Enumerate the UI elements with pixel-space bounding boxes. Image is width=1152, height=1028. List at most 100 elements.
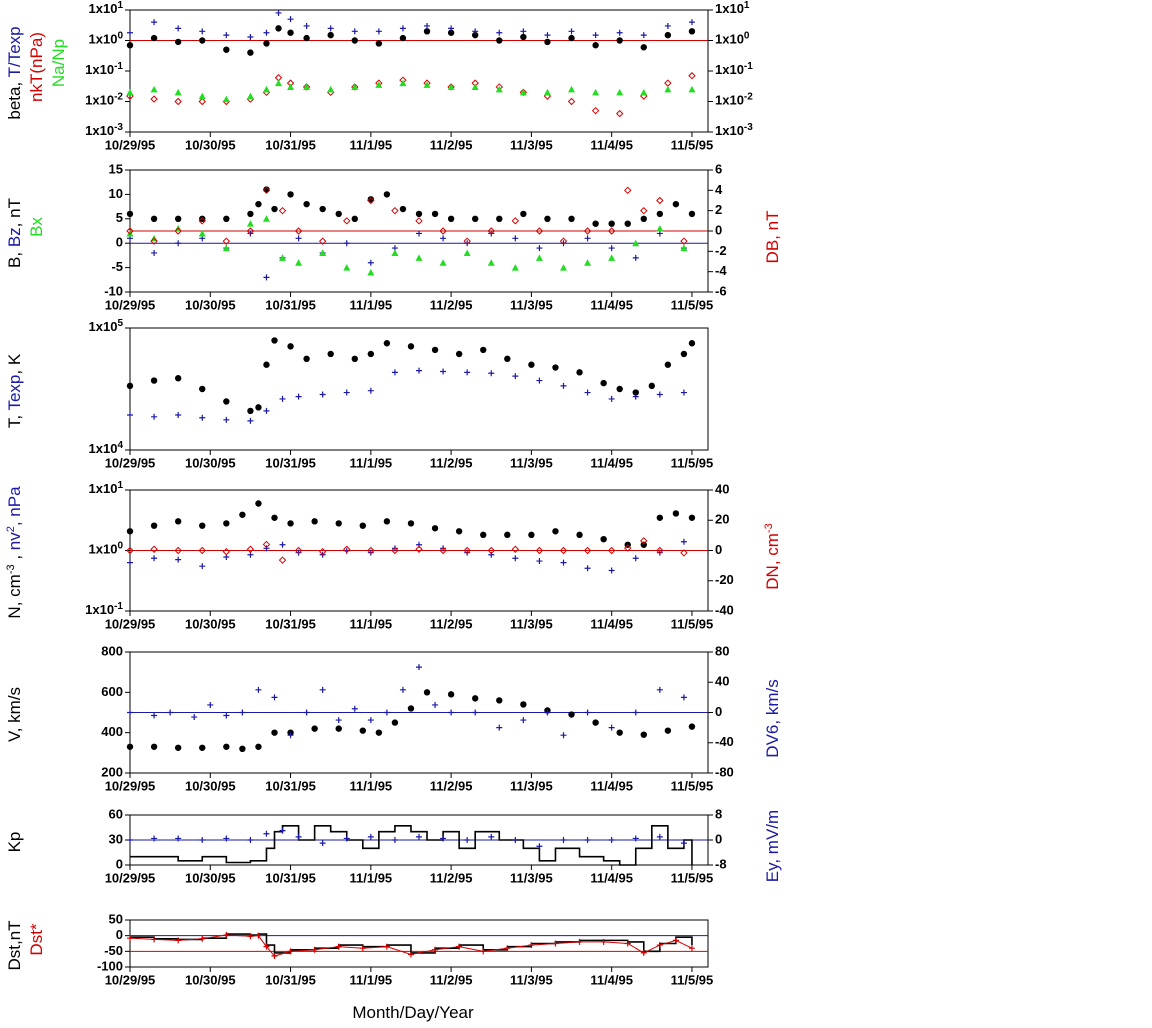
panel-dst-point-Dst* — [255, 932, 262, 939]
panel-velocity-ytick-label: 400 — [101, 724, 123, 739]
panel-temperature-point-T — [664, 361, 672, 368]
panel-kp-ey-point-Ey — [263, 830, 270, 837]
panel-temperature-point-T — [383, 340, 391, 347]
panel-kp-ey-point-Ey — [391, 837, 398, 843]
panel-density-point-DN — [415, 545, 423, 553]
panel-density-point-N — [287, 520, 294, 527]
panel-velocity-point-DV6 — [560, 732, 567, 739]
panel-density-point-DN — [680, 549, 688, 557]
panel-beta-ratios-ytick-label: 1x10-1 — [85, 61, 123, 78]
panel-density-ytick-right-label: 0 — [715, 542, 722, 557]
panel-magnetic-field-point-DB — [439, 227, 447, 235]
panel-temperature-point-T — [632, 389, 639, 396]
panel-beta-ratios-point-beta — [199, 37, 206, 44]
panel-magnetic-field-point-Bx — [656, 225, 664, 232]
panel-magnetic-field-ytick-label: 10 — [109, 186, 123, 201]
panel-velocity-point-DV6 — [319, 686, 326, 693]
panel-magnetic-field-point-Bx — [632, 239, 640, 247]
panel-magnetic-field-point-DB — [318, 237, 327, 245]
panel-magnetic-field-point-DB — [463, 237, 471, 245]
panel-beta-ratios-point-beta — [423, 28, 431, 35]
panel-magnetic-field-point-Bx — [535, 254, 543, 261]
panel-magnetic-field-point-DB — [343, 217, 351, 225]
panel-velocity-ylabel-right-part: DV6, km/s — [763, 679, 782, 757]
panel-beta-ratios-point-nkT — [174, 97, 182, 106]
panel-velocity-point-DV6 — [680, 694, 687, 701]
panel-velocity-point-DV6 — [303, 709, 310, 716]
panel-velocity-point-V — [520, 701, 527, 708]
panel-magnetic-field-point-B — [431, 210, 439, 218]
panel-magnetic-field-ytick-label: 0 — [116, 235, 123, 250]
panel-magnetic-field-point-Bz — [440, 235, 447, 242]
panel-beta-ratios-point-beta — [327, 31, 334, 39]
panel-beta-ratios-point-T/Texp — [199, 28, 206, 35]
panel-beta-ratios-point-nkT — [615, 109, 624, 118]
panel-velocity-ytick-right-label: -40 — [715, 734, 734, 749]
panel-temperature-point-T — [247, 407, 254, 415]
panel-magnetic-field-ytick-label: -10 — [104, 283, 123, 298]
panel-magnetic-field-point-Bz — [367, 259, 374, 266]
panel-kp-ey-point-Ey — [247, 837, 254, 843]
panel-velocity-ylabel-right: DV6, km/s — [763, 679, 782, 757]
panel-temperature-point-Texp — [512, 373, 519, 380]
panel-magnetic-field-xtick-label: 11/1/95 — [350, 297, 393, 312]
panel-temperature-ylabel-part: , K — [5, 353, 24, 374]
panel-density-point-N — [126, 528, 134, 535]
panel-magnetic-field-point-B — [255, 200, 262, 208]
panel-magnetic-field-point-DB — [624, 186, 632, 195]
panel-dst-ylabel-2-part: Dst* — [27, 923, 46, 956]
panel-kp-ey-point-Ey — [464, 837, 471, 843]
panel-velocity-point-V — [271, 729, 278, 736]
panel-beta-ratios-ytick-right-label: 1x10-1 — [715, 61, 753, 78]
panel-beta-ratios-xtick-label: 11/5/95 — [671, 137, 714, 152]
panel-temperature-point-Texp — [367, 387, 374, 394]
panel-beta-ratios-point-T/Texp — [640, 32, 647, 39]
panel-density-point-DN — [198, 546, 206, 555]
panel-kp-ey-point-Ey — [608, 837, 615, 843]
panel-magnetic-field-ytick-right-label: -2 — [715, 243, 727, 258]
panel-velocity-point-DV6 — [255, 686, 262, 693]
panel-density-point-nv2 — [367, 549, 374, 556]
panel-magnetic-field-point-DB — [294, 227, 303, 235]
panel-temperature-point-T — [431, 346, 439, 354]
panel-density-point-N — [311, 518, 318, 525]
panel-magnetic-field-point-Bx — [415, 254, 423, 261]
panel-velocity-xtick-label: 11/4/95 — [590, 778, 633, 793]
panel-beta-ratios-point-T/Texp — [664, 22, 671, 29]
panel-density-xtick-label: 11/1/95 — [350, 616, 393, 631]
panel-magnetic-field-xtick-label: 10/30/95 — [185, 297, 236, 312]
panel-velocity-point-V — [616, 729, 623, 736]
panel-beta-ratios-point-Na/Np — [568, 85, 576, 93]
panel-magnetic-field-point-DB — [583, 227, 592, 235]
panel-magnetic-field-point-Bx — [608, 254, 616, 261]
panel-density-point-N — [431, 525, 439, 532]
panel-velocity-point-DV6 — [520, 717, 527, 724]
panel-density-point-N — [174, 518, 182, 525]
panel-temperature-point-Texp — [279, 395, 286, 402]
panel-beta-ratios-point-beta — [223, 46, 230, 53]
panel-beta-ratios-point-T/Texp — [275, 9, 282, 16]
panel-magnetic-field-point-Bx — [367, 268, 375, 276]
panel-velocity-xtick-label: 11/3/95 — [510, 778, 553, 793]
panel-beta-ratios-ytick-right-label: 1x100 — [715, 30, 750, 47]
panel-beta-ratios-point-T/Texp — [448, 25, 455, 32]
panel-kp-ey-xtick-label: 10/29/95 — [105, 870, 156, 885]
panel-velocity-point-V — [359, 727, 367, 734]
panel-velocity-point-V — [471, 695, 479, 702]
panel-velocity-point-DV6 — [608, 724, 615, 731]
panel-kp-ey-point-Ey — [656, 833, 663, 840]
panel-magnetic-field-point-Bx — [584, 259, 592, 266]
panel-beta-ratios-ytick-label: 1x10-2 — [85, 91, 123, 108]
panel-beta-ratios-point-T/Texp — [616, 29, 623, 36]
panel-beta-ratios-point-T/Texp — [399, 25, 406, 32]
panel-kp-ey-series-Kp-line — [130, 825, 693, 866]
panel-beta-ratios-point-beta — [520, 33, 527, 41]
panel-magnetic-field-point-B — [447, 215, 455, 222]
panel-density-xtick-label: 11/5/95 — [671, 616, 714, 631]
panel-magnetic-field-point-Bz — [512, 235, 519, 242]
panel-dst-ylabel-2: Dst* — [27, 923, 46, 956]
panel-density-point-DN — [439, 546, 447, 555]
panel-beta-ratios-point-beta — [616, 37, 623, 44]
panel-temperature-point-Texp — [536, 377, 543, 384]
panel-magnetic-field-point-B — [199, 215, 206, 222]
